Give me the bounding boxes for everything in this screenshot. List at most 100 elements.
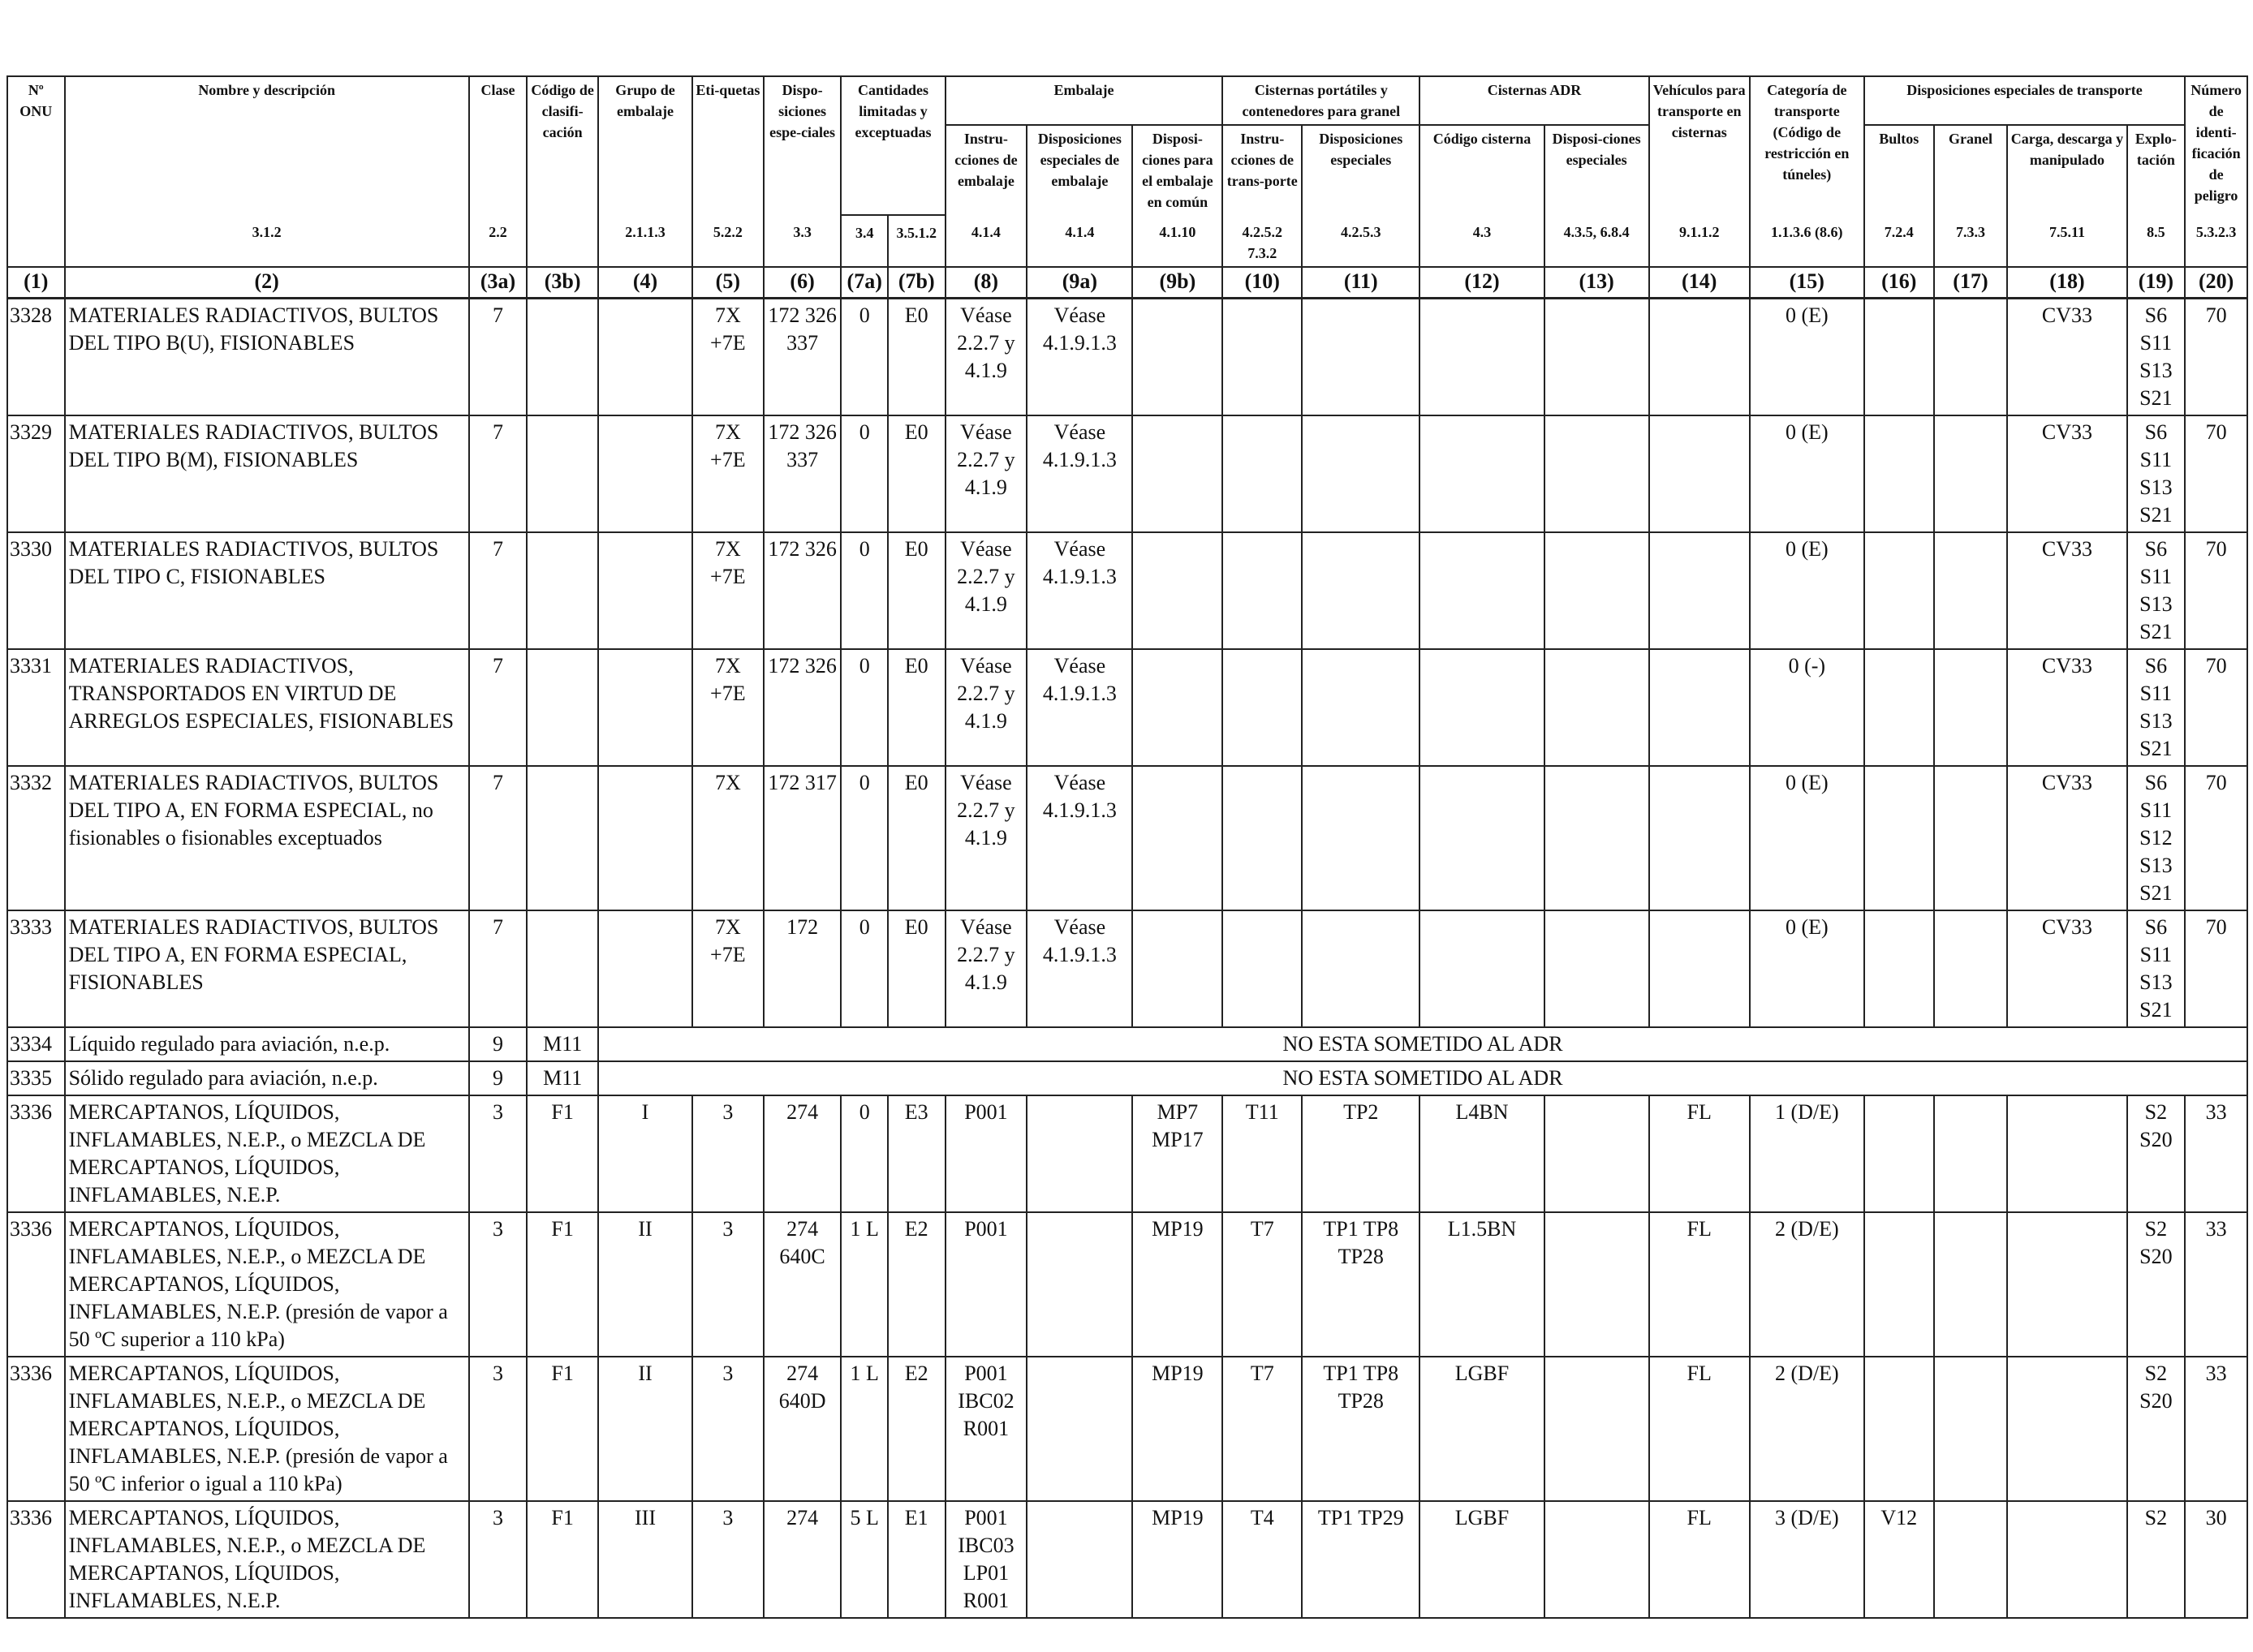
classification-code: M11 [526, 1060, 600, 1096]
name-description: MERCAPTANOS, LÍQUIDOS, INFLAMABLES, N.E.… [63, 1211, 470, 1357]
header-packaging: Embalaje [944, 75, 1224, 126]
hazard-number: 33 [2184, 1094, 2248, 1213]
onu-number: 3336 [6, 1499, 66, 1619]
adr-tank-special [1543, 764, 1650, 911]
header-loading: Carga, descarga y manipulado [2006, 124, 2128, 215]
header-adr-tanks: Cisternas ADR [1419, 75, 1650, 126]
operation: S6 S11 S12 S13 S21 [2126, 764, 2186, 911]
tank-vehicle [1648, 297, 1751, 416]
bulk [1932, 909, 2009, 1028]
hazard-number: 70 [2184, 531, 2248, 650]
classification-code [526, 764, 600, 911]
ref-loading: 7.5.11 [2006, 215, 2128, 268]
column-number: (9b) [1131, 266, 1224, 299]
packing-instructions: P001 [944, 1094, 1028, 1213]
special-packing [1026, 1355, 1134, 1502]
mixed-packing: MP7 MP17 [1131, 1094, 1224, 1213]
hazard-number: 70 [2184, 764, 2248, 911]
tank-special [1301, 909, 1421, 1028]
special-packing [1026, 1499, 1134, 1619]
labels: 3 [691, 1355, 765, 1502]
tank-vehicle: FL [1648, 1499, 1751, 1619]
limited-quantity: 0 [840, 1094, 889, 1213]
adr-tank-special [1543, 297, 1650, 416]
onu-number: 3330 [6, 531, 66, 650]
tank-code: L1.5BN [1419, 1211, 1545, 1357]
special-packing [1026, 1094, 1134, 1213]
bulk [1932, 1499, 2009, 1619]
name-description: MATERIALES RADIACTIVOS, BULTOS DEL TIPO … [63, 909, 470, 1028]
adr-tank-special [1543, 1355, 1650, 1502]
mixed-packing [1131, 764, 1224, 911]
header-bulk: Granel [1932, 124, 2009, 215]
excepted-quantity: E3 [886, 1094, 946, 1213]
ref-adr-tank-special: 4.3.5, 6.8.4 [1543, 215, 1650, 268]
table-row: 3332 MATERIALES RADIACTIVOS, BULTOS DEL T… [6, 764, 2248, 911]
tank-special [1301, 531, 1421, 650]
transport-category: 1 (D/E) [1748, 1094, 1865, 1213]
header-hazard-number: Número de identi-ficación de peligro [2184, 75, 2248, 215]
header-tank-special: Disposiciones especiales [1301, 124, 1421, 215]
loading [2006, 1355, 2128, 1502]
class: 3 [467, 1355, 528, 1502]
column-number: (8) [944, 266, 1028, 299]
transport-category: 0 (E) [1748, 414, 1865, 533]
adr-tank-special [1543, 647, 1650, 767]
header-transport-category: Categoría de transporte (Código de restr… [1748, 75, 1865, 215]
not-subject-note: NO ESTA SOMETIDO AL ADR [597, 1060, 2248, 1096]
packing-group [597, 414, 693, 533]
transport-category: 2 (D/E) [1748, 1355, 1865, 1502]
special-provisions: 274 640C [762, 1211, 842, 1357]
tank-code [1419, 909, 1545, 1028]
transport-category: 0 (E) [1748, 297, 1865, 416]
column-number: (9a) [1026, 266, 1134, 299]
packing-group [597, 909, 693, 1028]
limited-quantity: 0 [840, 414, 889, 533]
limited-quantity: 0 [840, 909, 889, 1028]
header-operation: Explo-tación [2126, 124, 2186, 215]
excepted-quantity: E2 [886, 1355, 946, 1502]
header-tank-vehicles: Vehículos para transporte en cisternas [1648, 75, 1751, 215]
excepted-quantity: E2 [886, 1211, 946, 1357]
header-classification-code: Código de clasifi-cación [526, 75, 600, 215]
packing-group: III [597, 1499, 693, 1619]
column-number: (6) [762, 266, 842, 299]
column-number: (4) [597, 266, 693, 299]
excepted-quantity: E0 [886, 647, 946, 767]
header-special-packing: Disposiciones especiales de embalaje [1026, 124, 1134, 215]
column-number: (13) [1543, 266, 1650, 299]
name-description: MATERIALES RADIACTIVOS, BULTOS DEL TIPO … [63, 531, 470, 650]
loading [2006, 1499, 2128, 1619]
operation: S6 S11 S13 S21 [2126, 909, 2186, 1028]
labels: 7X +7E [691, 531, 765, 650]
loading [2006, 1211, 2128, 1357]
table-row: 3336 MERCAPTANOS, LÍQUIDOS, INFLAMABLES, … [6, 1094, 2248, 1213]
labels: 3 [691, 1094, 765, 1213]
header-tank-instructions: Instru-cciones de trans-porte [1221, 124, 1303, 215]
adr-tank-special [1543, 909, 1650, 1028]
tank-special: TP1 TP29 [1301, 1499, 1421, 1619]
ref-tank-code: 4.3 [1419, 215, 1545, 268]
tank-special [1301, 764, 1421, 911]
tank-code [1419, 647, 1545, 767]
hazard-number: 33 [2184, 1211, 2248, 1357]
ref-special-provisions: 3.3 [762, 215, 842, 268]
transport-category: 0 (E) [1748, 909, 1865, 1028]
special-packing: Véase 4.1.9.1.3 [1026, 909, 1134, 1028]
labels: 7X [691, 764, 765, 911]
onu-number: 3331 [6, 647, 66, 767]
limited-quantity: 0 [840, 297, 889, 416]
packages [1863, 1094, 1935, 1213]
name-description: Líquido regulado para aviación, n.e.p. [63, 1026, 470, 1062]
adr-tank-special [1543, 1211, 1650, 1357]
tank-special: TP1 TP8 TP28 [1301, 1211, 1421, 1357]
excepted-quantity: E0 [886, 764, 946, 911]
classification-code [526, 647, 600, 767]
column-number: (12) [1419, 266, 1545, 299]
bulk [1932, 531, 2009, 650]
tank-vehicle: FL [1648, 1211, 1751, 1357]
table-row: 3336 MERCAPTANOS, LÍQUIDOS, INFLAMABLES, … [6, 1211, 2248, 1357]
special-provisions: 274 [762, 1094, 842, 1213]
bulk [1932, 1211, 2009, 1357]
tank-vehicle: FL [1648, 1355, 1751, 1502]
